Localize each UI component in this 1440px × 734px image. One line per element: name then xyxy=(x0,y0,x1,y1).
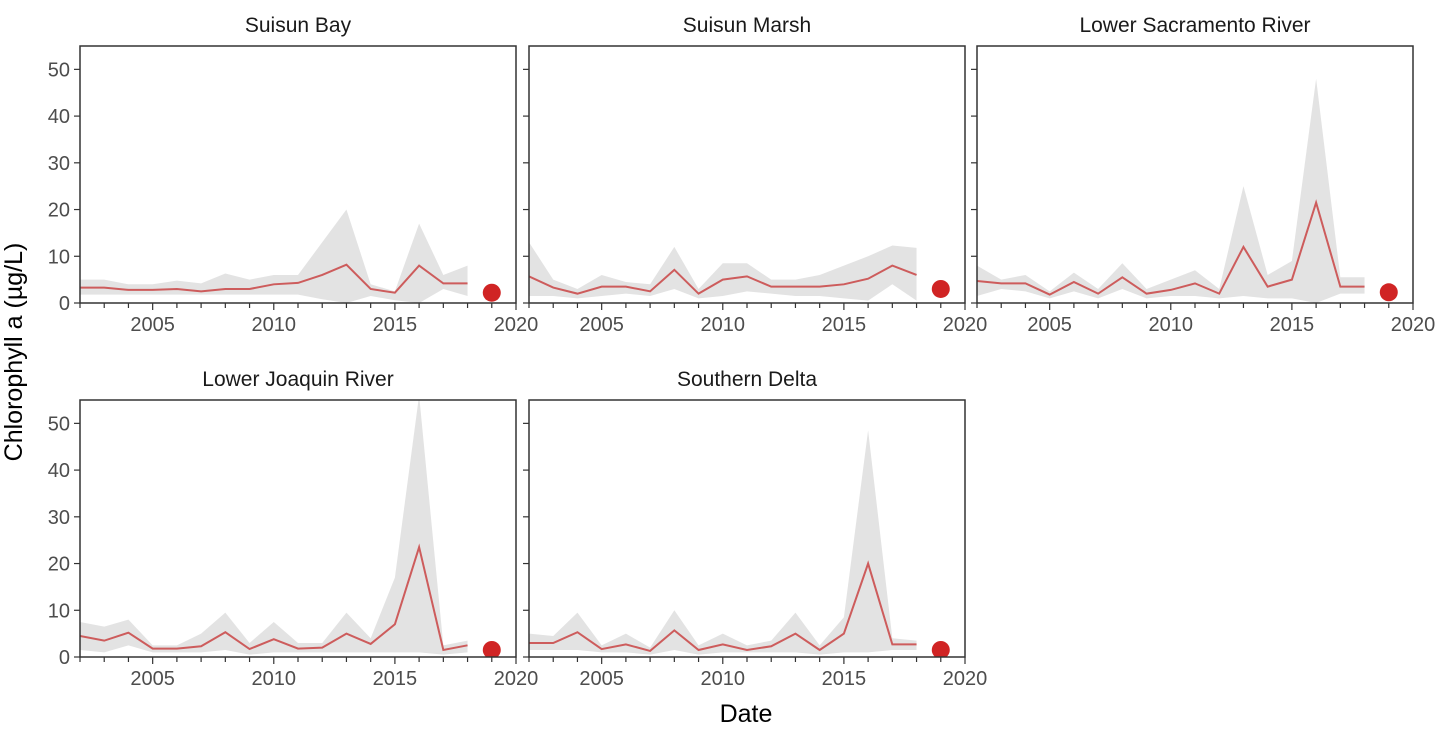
y-tick-label: 50 xyxy=(48,413,70,435)
panel-title: Lower Sacramento River xyxy=(1079,14,1310,37)
x-tick-label: 2020 xyxy=(494,314,539,336)
x-tick-label: 2020 xyxy=(943,668,988,690)
current-year-point xyxy=(931,279,950,298)
mean-line xyxy=(80,543,468,652)
y-tick-label: 40 xyxy=(48,106,70,128)
range-band xyxy=(529,242,917,301)
panel-suisun-marsh: Suisun Marsh 2005 2010 2015 2020 xyxy=(523,14,987,336)
panel-plot-area xyxy=(529,430,950,657)
panel-lower-joaquin-river: Lower Joaquin River 2005 2010 2015 2020 0 10 20… xyxy=(48,368,539,690)
x-tick-label: 2005 xyxy=(579,668,624,690)
x-tick-label: 2020 xyxy=(943,314,988,336)
x-tick-label: 2010 xyxy=(252,668,297,690)
y-tick-label: 10 xyxy=(48,600,70,622)
y-tick-label: 30 xyxy=(48,507,70,529)
y-tick-label: 40 xyxy=(48,460,70,482)
y-tick-label: 20 xyxy=(48,200,70,222)
current-year-point xyxy=(482,283,501,302)
mean-line xyxy=(977,199,1365,296)
panel-border xyxy=(976,45,1414,304)
x-tick-label: 2005 xyxy=(130,314,175,336)
x-tick-label: 2015 xyxy=(373,314,418,336)
y-tick-label: 0 xyxy=(59,293,70,315)
mean-line xyxy=(80,263,468,294)
y-tick-label: 20 xyxy=(48,554,70,576)
panel-plot-area xyxy=(80,400,501,657)
y-tick-label: 10 xyxy=(48,246,70,268)
x-tick-label: 2005 xyxy=(579,314,624,336)
panel-border xyxy=(79,399,517,658)
panel-southern-delta: Southern Delta 2005 2010 2015 2020 xyxy=(523,368,987,690)
panel-title: Southern Delta xyxy=(677,368,817,391)
range-band xyxy=(529,430,917,655)
x-tick-label: 2010 xyxy=(252,314,297,336)
y-tick-label: 0 xyxy=(59,647,70,669)
mean-line xyxy=(529,560,917,653)
x-tick-label: 2010 xyxy=(701,314,746,336)
x-tick-label: 2015 xyxy=(373,668,418,690)
panel-border xyxy=(528,399,966,658)
x-axis-title: Date xyxy=(720,700,773,728)
panel-title: Suisun Bay xyxy=(245,14,352,37)
panel-suisun-bay: Suisun Bay 2005 2010 2015 2020 0 10 20 30 40 50 xyxy=(48,14,539,336)
current-year-point xyxy=(1379,283,1398,302)
x-tick-label: 2015 xyxy=(822,668,867,690)
y-tick-label: 30 xyxy=(48,153,70,175)
x-tick-label: 2005 xyxy=(1027,314,1072,336)
current-year-point xyxy=(931,640,950,657)
x-tick-label: 2010 xyxy=(701,668,746,690)
x-tick-label: 2010 xyxy=(1149,314,1194,336)
x-tick-label: 2015 xyxy=(1270,314,1315,336)
y-tick-label: 50 xyxy=(48,59,70,81)
range-band xyxy=(80,400,468,655)
range-band xyxy=(977,78,1365,303)
panel-border xyxy=(79,45,517,304)
panel-title: Suisun Marsh xyxy=(683,14,811,37)
current-year-point xyxy=(482,640,501,657)
panel-plot-area xyxy=(529,242,950,301)
panel-lower-sacramento-river: Lower Sacramento River 2005 2010 2015 2020 xyxy=(971,14,1435,336)
x-tick-label: 2020 xyxy=(1391,314,1436,336)
panel-plot-area xyxy=(80,209,501,303)
x-tick-label: 2020 xyxy=(494,668,539,690)
y-axis-title: Chlorophyll a (µg/L) xyxy=(0,243,28,462)
x-tick-label: 2015 xyxy=(822,314,867,336)
x-tick-label: 2005 xyxy=(130,668,175,690)
panel-plot-area xyxy=(977,78,1398,303)
mean-line xyxy=(529,264,917,295)
panel-title: Lower Joaquin River xyxy=(202,368,393,391)
